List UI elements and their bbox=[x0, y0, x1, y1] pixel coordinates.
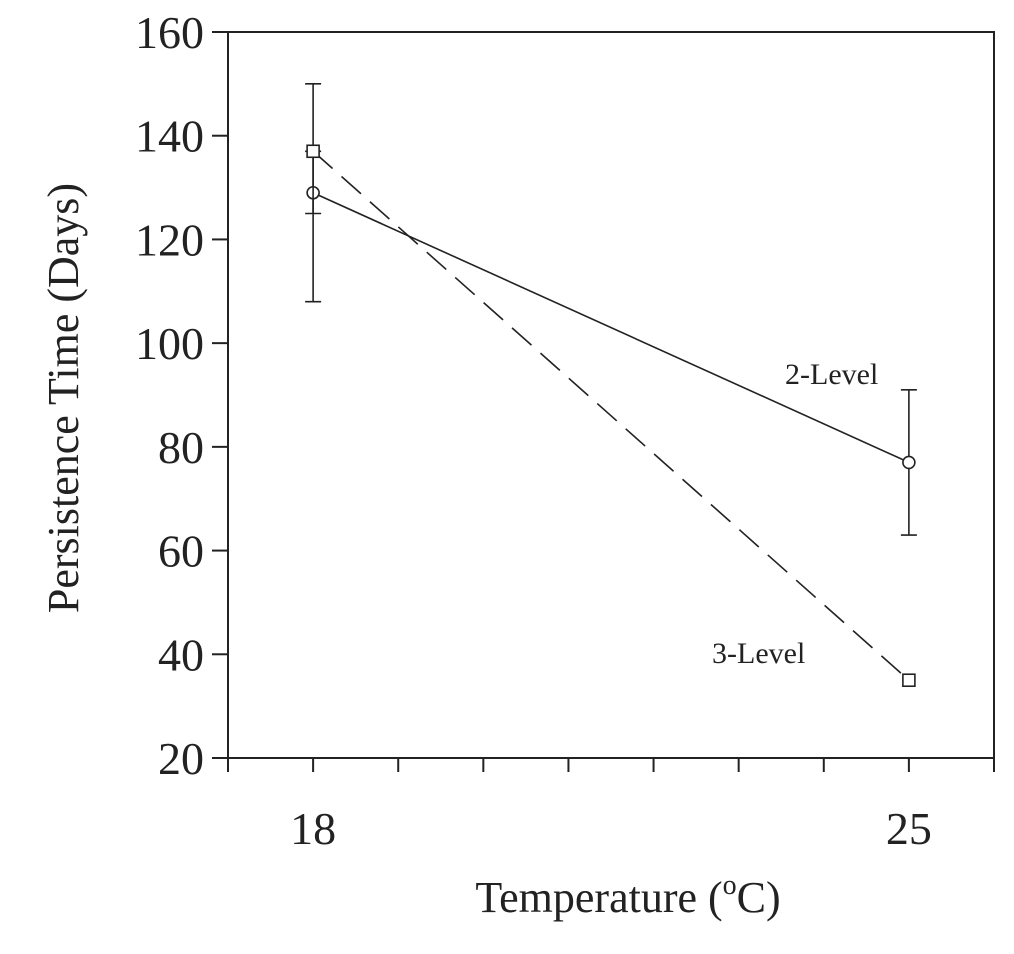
x-tick-label: 25 bbox=[886, 803, 932, 854]
y-tick-label: 80 bbox=[158, 422, 204, 473]
y-tick-label: 100 bbox=[135, 318, 204, 369]
x-tick-label: 18 bbox=[290, 803, 336, 854]
data-point bbox=[902, 673, 916, 688]
data-point bbox=[306, 144, 320, 159]
series-2-level bbox=[305, 83, 917, 536]
x-axis-title-superscript: o bbox=[723, 870, 737, 901]
x-axis-title-main: Temperature ( bbox=[475, 873, 722, 922]
series-3-level bbox=[305, 144, 916, 688]
y-axis: 20 40 60 80 100 120 140 160 bbox=[135, 7, 228, 784]
series-label-3-level: 3-Level bbox=[712, 637, 805, 670]
x-axis-title: Temperature (oC) bbox=[475, 870, 780, 922]
plot-frame bbox=[227, 31, 995, 759]
x-axis-title-end: C) bbox=[737, 873, 781, 922]
y-tick-label: 120 bbox=[135, 214, 204, 265]
y-tick-label: 140 bbox=[135, 111, 204, 162]
y-axis-title: Persistence Time (Days) bbox=[39, 183, 88, 613]
x-axis: 18 25 bbox=[227, 758, 995, 854]
y-tick-label: 20 bbox=[158, 733, 204, 784]
y-tick-label: 40 bbox=[158, 629, 204, 680]
y-tick-label: 160 bbox=[135, 7, 204, 58]
data-point bbox=[902, 455, 916, 470]
series-line bbox=[312, 150, 910, 681]
series-layer bbox=[305, 83, 917, 688]
series-label-2-level: 2-Level bbox=[785, 358, 878, 391]
series-line bbox=[312, 192, 910, 464]
y-tick-label: 60 bbox=[158, 526, 204, 577]
